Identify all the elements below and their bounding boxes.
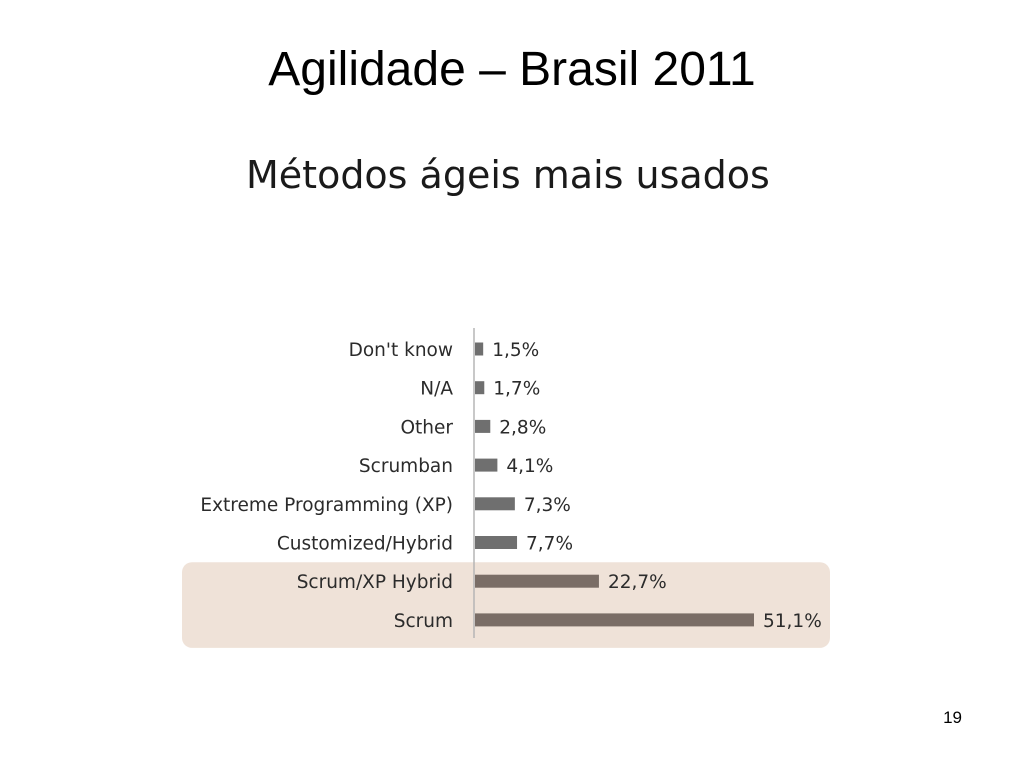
data-label: 2,8% — [499, 417, 546, 438]
data-label: 7,3% — [524, 495, 571, 516]
bar — [475, 497, 515, 511]
category-label: Don't know — [349, 340, 453, 361]
category-label: Extreme Programming (XP) — [200, 495, 453, 516]
data-label: 1,5% — [492, 340, 539, 361]
bar — [475, 574, 599, 588]
data-label: 22,7% — [608, 572, 667, 593]
bar — [475, 536, 518, 549]
category-label: Scrumban — [359, 456, 453, 477]
bar — [475, 458, 498, 472]
data-label: 4,1% — [506, 456, 553, 477]
bar — [475, 342, 484, 356]
category-label: N/A — [420, 379, 453, 400]
page-number: 19 — [943, 708, 962, 727]
bar — [475, 613, 754, 627]
bar — [475, 381, 485, 395]
data-label: 7,7% — [526, 534, 573, 555]
data-label: 51,1% — [763, 611, 822, 632]
slide-title: Agilidade – Brasil 2011 — [268, 43, 756, 96]
category-label: Scrum/XP Hybrid — [297, 572, 453, 593]
highlight-panel — [182, 562, 830, 648]
data-label: 1,7% — [493, 379, 540, 400]
category-label: Customized/Hybrid — [277, 534, 453, 555]
chart-title: Métodos ágeis mais usados — [246, 153, 770, 197]
category-label: Scrum — [394, 611, 453, 632]
category-label: Other — [400, 417, 453, 438]
bar — [475, 419, 491, 433]
